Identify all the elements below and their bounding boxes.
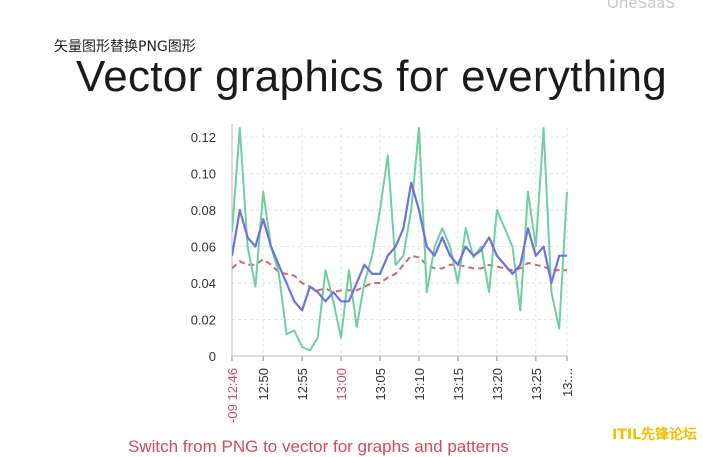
- x-tick-label: 13:10: [412, 368, 427, 401]
- series-line-2: [232, 254, 567, 294]
- x-tick-label: -09 12:46: [225, 368, 240, 423]
- x-tick-label: 13:00: [334, 368, 349, 401]
- x-tick-label: 13:20: [490, 368, 505, 401]
- bottom-caption: Switch from PNG to vector for graphs and…: [128, 437, 509, 456]
- site-watermark: ITIL先锋论坛: [612, 427, 697, 443]
- y-tick-label: 0.02: [191, 313, 216, 328]
- x-tick-label: 12:50: [256, 368, 271, 401]
- x-tick-label: 12:55: [295, 368, 310, 401]
- caption: 矢量图形替换PNG图形: [54, 39, 196, 55]
- slide-title: Vector graphics for everything: [76, 52, 668, 101]
- y-tick-label: 0.08: [191, 203, 216, 218]
- x-tick-label: 13:...: [560, 368, 575, 397]
- watermark-logo-text: OneSaaS: [607, 0, 675, 12]
- y-tick-label: 0.04: [191, 276, 216, 291]
- y-tick-label: 0.10: [191, 167, 216, 182]
- series-line-1: [232, 181, 567, 312]
- y-tick-label: 0.06: [191, 240, 216, 255]
- y-tick-label: 0.12: [191, 130, 216, 145]
- x-tick-label: 13:05: [373, 368, 388, 401]
- x-tick-label: 13:15: [451, 368, 466, 401]
- x-tick-label: 13:25: [529, 368, 544, 401]
- series-line-0: [232, 127, 568, 352]
- y-tick-label: 0: [209, 349, 216, 364]
